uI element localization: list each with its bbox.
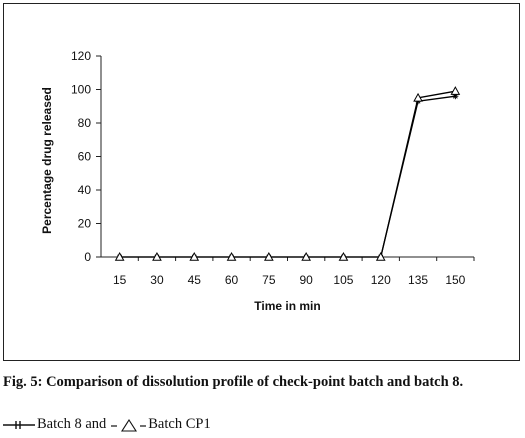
- x-tick-label: 45: [188, 273, 202, 287]
- x-tick-label: 135: [408, 273, 428, 287]
- y-tick-label: 40: [78, 183, 92, 197]
- cp1-point: [413, 92, 423, 102]
- x-tick-label: 120: [371, 273, 391, 287]
- figure-caption: Fig. 5: Comparison of dissolution profil…: [3, 373, 523, 391]
- series-line-1: [119, 95, 456, 258]
- x-tick-label: 60: [225, 273, 239, 287]
- cp1-point: [375, 251, 386, 261]
- x-tick-label: 90: [299, 273, 313, 287]
- cp1-point: [338, 251, 349, 261]
- y-tick-label: 0: [84, 250, 91, 264]
- cp1-point: [226, 251, 237, 261]
- y-tick-label: 100: [71, 83, 91, 97]
- cp1-legend-symbol-icon: [111, 418, 147, 432]
- x-axis-title: Time in min: [254, 299, 320, 313]
- cp1-point: [450, 86, 461, 95]
- y-axis-title: Percentage drug released: [40, 87, 54, 234]
- x-tick-label: 75: [262, 273, 276, 287]
- cp1-point: [114, 251, 125, 261]
- cp1-point: [301, 251, 311, 261]
- x-tick-label: 150: [445, 273, 465, 287]
- legend-batch8-text: Batch 8 and: [37, 416, 107, 432]
- y-tick-label: 60: [78, 150, 92, 164]
- caption-legend: Batch 8 and Batch CP1: [3, 416, 215, 433]
- figure-frame: 0 20 40 60 80 100 120 15 30 45 60 75 90 105 120 135 150…: [3, 3, 520, 361]
- dissolution-chart: 0 20 40 60 80 100 120 15 30 45 60 75 90 105 120 135 150…: [40, 49, 475, 313]
- x-tick-label: 105: [333, 273, 353, 287]
- y-tick-label: 120: [71, 49, 91, 63]
- x-tick-label: 15: [113, 273, 127, 287]
- series-line-2: [119, 90, 456, 258]
- y-tick-label: 80: [78, 116, 92, 130]
- cp1-point: [189, 251, 200, 261]
- y-tick-label: 20: [78, 217, 92, 231]
- batch8-legend-symbol-icon: [3, 420, 35, 429]
- caption-title: Fig. 5: Comparison of dissolution profil…: [3, 374, 464, 390]
- cp1-point: [264, 251, 274, 261]
- cp1-point: [152, 251, 162, 261]
- legend-cp1-text: Batch CP1: [148, 416, 211, 432]
- x-tick-label: 30: [150, 273, 164, 287]
